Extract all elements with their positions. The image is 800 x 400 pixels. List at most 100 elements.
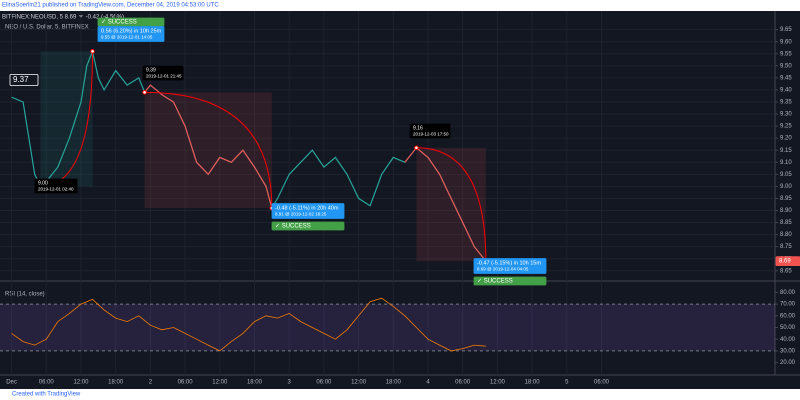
- footer: Created with TradingView: [12, 392, 81, 398]
- annotation-text: -0.48 (-5.11%) in 20h 40m: [275, 205, 339, 211]
- annotation-subtext: 8.91 @ 2019-12-02 18:25: [275, 212, 327, 217]
- y-tick-label: 9.40: [780, 88, 792, 94]
- annotation-box: [97, 17, 165, 27]
- x-tick-label: 06:00: [39, 380, 55, 386]
- y-tick-label: 9.25: [780, 124, 792, 130]
- annotation-text: 8.69: [779, 259, 791, 265]
- y-tick-label: 9.20: [780, 136, 792, 142]
- annotation: ✓ SUCCESS: [271, 221, 345, 231]
- annotation: ✓ SUCCESS: [473, 276, 547, 286]
- annotation-text: ✓ SUCCESS: [477, 279, 513, 285]
- annotation-subtext: 2019-12-03 17:50: [413, 132, 449, 137]
- annotation-text: 9.16: [413, 125, 423, 131]
- measure-arc: [416, 147, 487, 262]
- measure-point: [90, 49, 95, 54]
- annotation-text: 0.56 (6.20%) in 10h 25m: [101, 28, 162, 34]
- measure-point: [142, 90, 147, 95]
- x-tick-label: 4: [426, 380, 430, 386]
- annotation-text: 9.00: [38, 180, 48, 186]
- y-tick-label: 40.00: [780, 337, 796, 343]
- y-tick-label: 9.10: [780, 160, 792, 166]
- x-tick-label: 06:00: [316, 380, 332, 386]
- x-tick-label: 18:00: [108, 380, 124, 386]
- y-tick-label: 9.05: [780, 172, 792, 178]
- byline: ElinaSoerlin21 published on TradingView.…: [2, 3, 219, 9]
- measure-area: [144, 92, 272, 209]
- y-tick-label: 8.65: [780, 268, 792, 274]
- y-tick-label: 9.30: [780, 112, 792, 118]
- y-tick-label: 8.85: [780, 220, 792, 226]
- annotation-box: [142, 65, 184, 81]
- chart-title: NEO / U.S. Dollar, 5, BITFINEX: [5, 25, 89, 31]
- rsi-title: RSI (14, close): [5, 292, 45, 298]
- x-tick-label: 12:00: [212, 380, 228, 386]
- annotation-subtext: 9.55 @ 2019-12-01 14:05: [101, 35, 153, 40]
- annotation-box: [473, 276, 547, 286]
- annotation-box: [775, 256, 800, 267]
- y-tick-label: 30.00: [780, 348, 796, 354]
- y-tick-label: 8.95: [780, 196, 792, 202]
- annotation-text: 9.37: [13, 75, 29, 84]
- x-tick-label: 12:00: [73, 380, 89, 386]
- y-tick-label: 8.90: [780, 208, 792, 214]
- y-tick-label: 80.00: [780, 290, 796, 296]
- y-tick-label: 9.15: [780, 148, 792, 154]
- y-tick-label: 8.80: [780, 232, 792, 238]
- x-tick-label: 12:00: [351, 380, 367, 386]
- annotation-text: ✓ SUCCESS: [275, 224, 311, 230]
- annotation-box: [409, 123, 451, 139]
- annotation-text: -0.47 (-5.15%) in 10h 15m: [477, 260, 541, 266]
- annotation-text: 9.39: [146, 67, 156, 73]
- y-tick-label: 9.60: [780, 39, 792, 45]
- measure-arc: [144, 91, 273, 209]
- x-tick-label: 12:00: [490, 380, 506, 386]
- annotation: 8.69: [775, 256, 800, 267]
- y-tick-label: 9.65: [780, 27, 792, 33]
- annotation-box: [9, 74, 39, 86]
- annotation: ✓ SUCCESS: [97, 17, 165, 27]
- measure-point: [414, 145, 419, 151]
- y-tick-label: 70.00: [780, 302, 796, 308]
- y-tick-label: 50.00: [780, 325, 796, 331]
- y-tick-label: 9.35: [780, 100, 792, 106]
- annotation-text: ✓ SUCCESS: [101, 20, 137, 26]
- x-tick-label: 2: [149, 380, 153, 386]
- annotation-box: [34, 178, 78, 194]
- rsi-band: [0, 304, 775, 351]
- measure-area: [40, 51, 93, 187]
- annotation-box: [97, 26, 165, 42]
- x-tick-label: 06:00: [178, 380, 194, 386]
- y-tick-label: 8.75: [780, 244, 792, 250]
- x-tick-label: 18:00: [386, 380, 402, 386]
- x-tick-label: 18:00: [247, 380, 263, 386]
- series-line: [11, 297, 486, 352]
- x-tick-label: 06:00: [455, 380, 471, 386]
- down-segment: [404, 146, 487, 262]
- down-segment: [144, 84, 273, 209]
- y-tick-label: 9.00: [780, 184, 792, 190]
- annotation-subtext: 2019-12-01 21:45: [146, 74, 182, 79]
- x-tick-label: 5: [565, 380, 569, 386]
- x-tick-label: Dec: [6, 380, 17, 386]
- x-tick-label: 18:00: [525, 380, 541, 386]
- y-tick-label: 9.45: [780, 75, 792, 81]
- annotation-box: [473, 258, 547, 274]
- annotation-subtext: 2019-12-01 02:40: [38, 187, 74, 192]
- symbol-info: BITFINEX:NEOUSD, 5 8.69 ▼ -0.42 (-4.56%): [2, 15, 124, 21]
- chart-bg: [0, 11, 800, 389]
- y-tick-label: 9.50: [780, 63, 792, 69]
- y-tick-label: 9.55: [780, 51, 792, 57]
- annotation-subtext: 8.69 @ 2019-12-04 04:05: [477, 267, 529, 272]
- measure-area: [416, 147, 486, 262]
- annotation-box: [271, 221, 345, 231]
- x-tick-label: 3: [288, 380, 292, 386]
- y-tick-label: 20.00: [780, 360, 796, 366]
- annotation: 9.37: [9, 74, 39, 86]
